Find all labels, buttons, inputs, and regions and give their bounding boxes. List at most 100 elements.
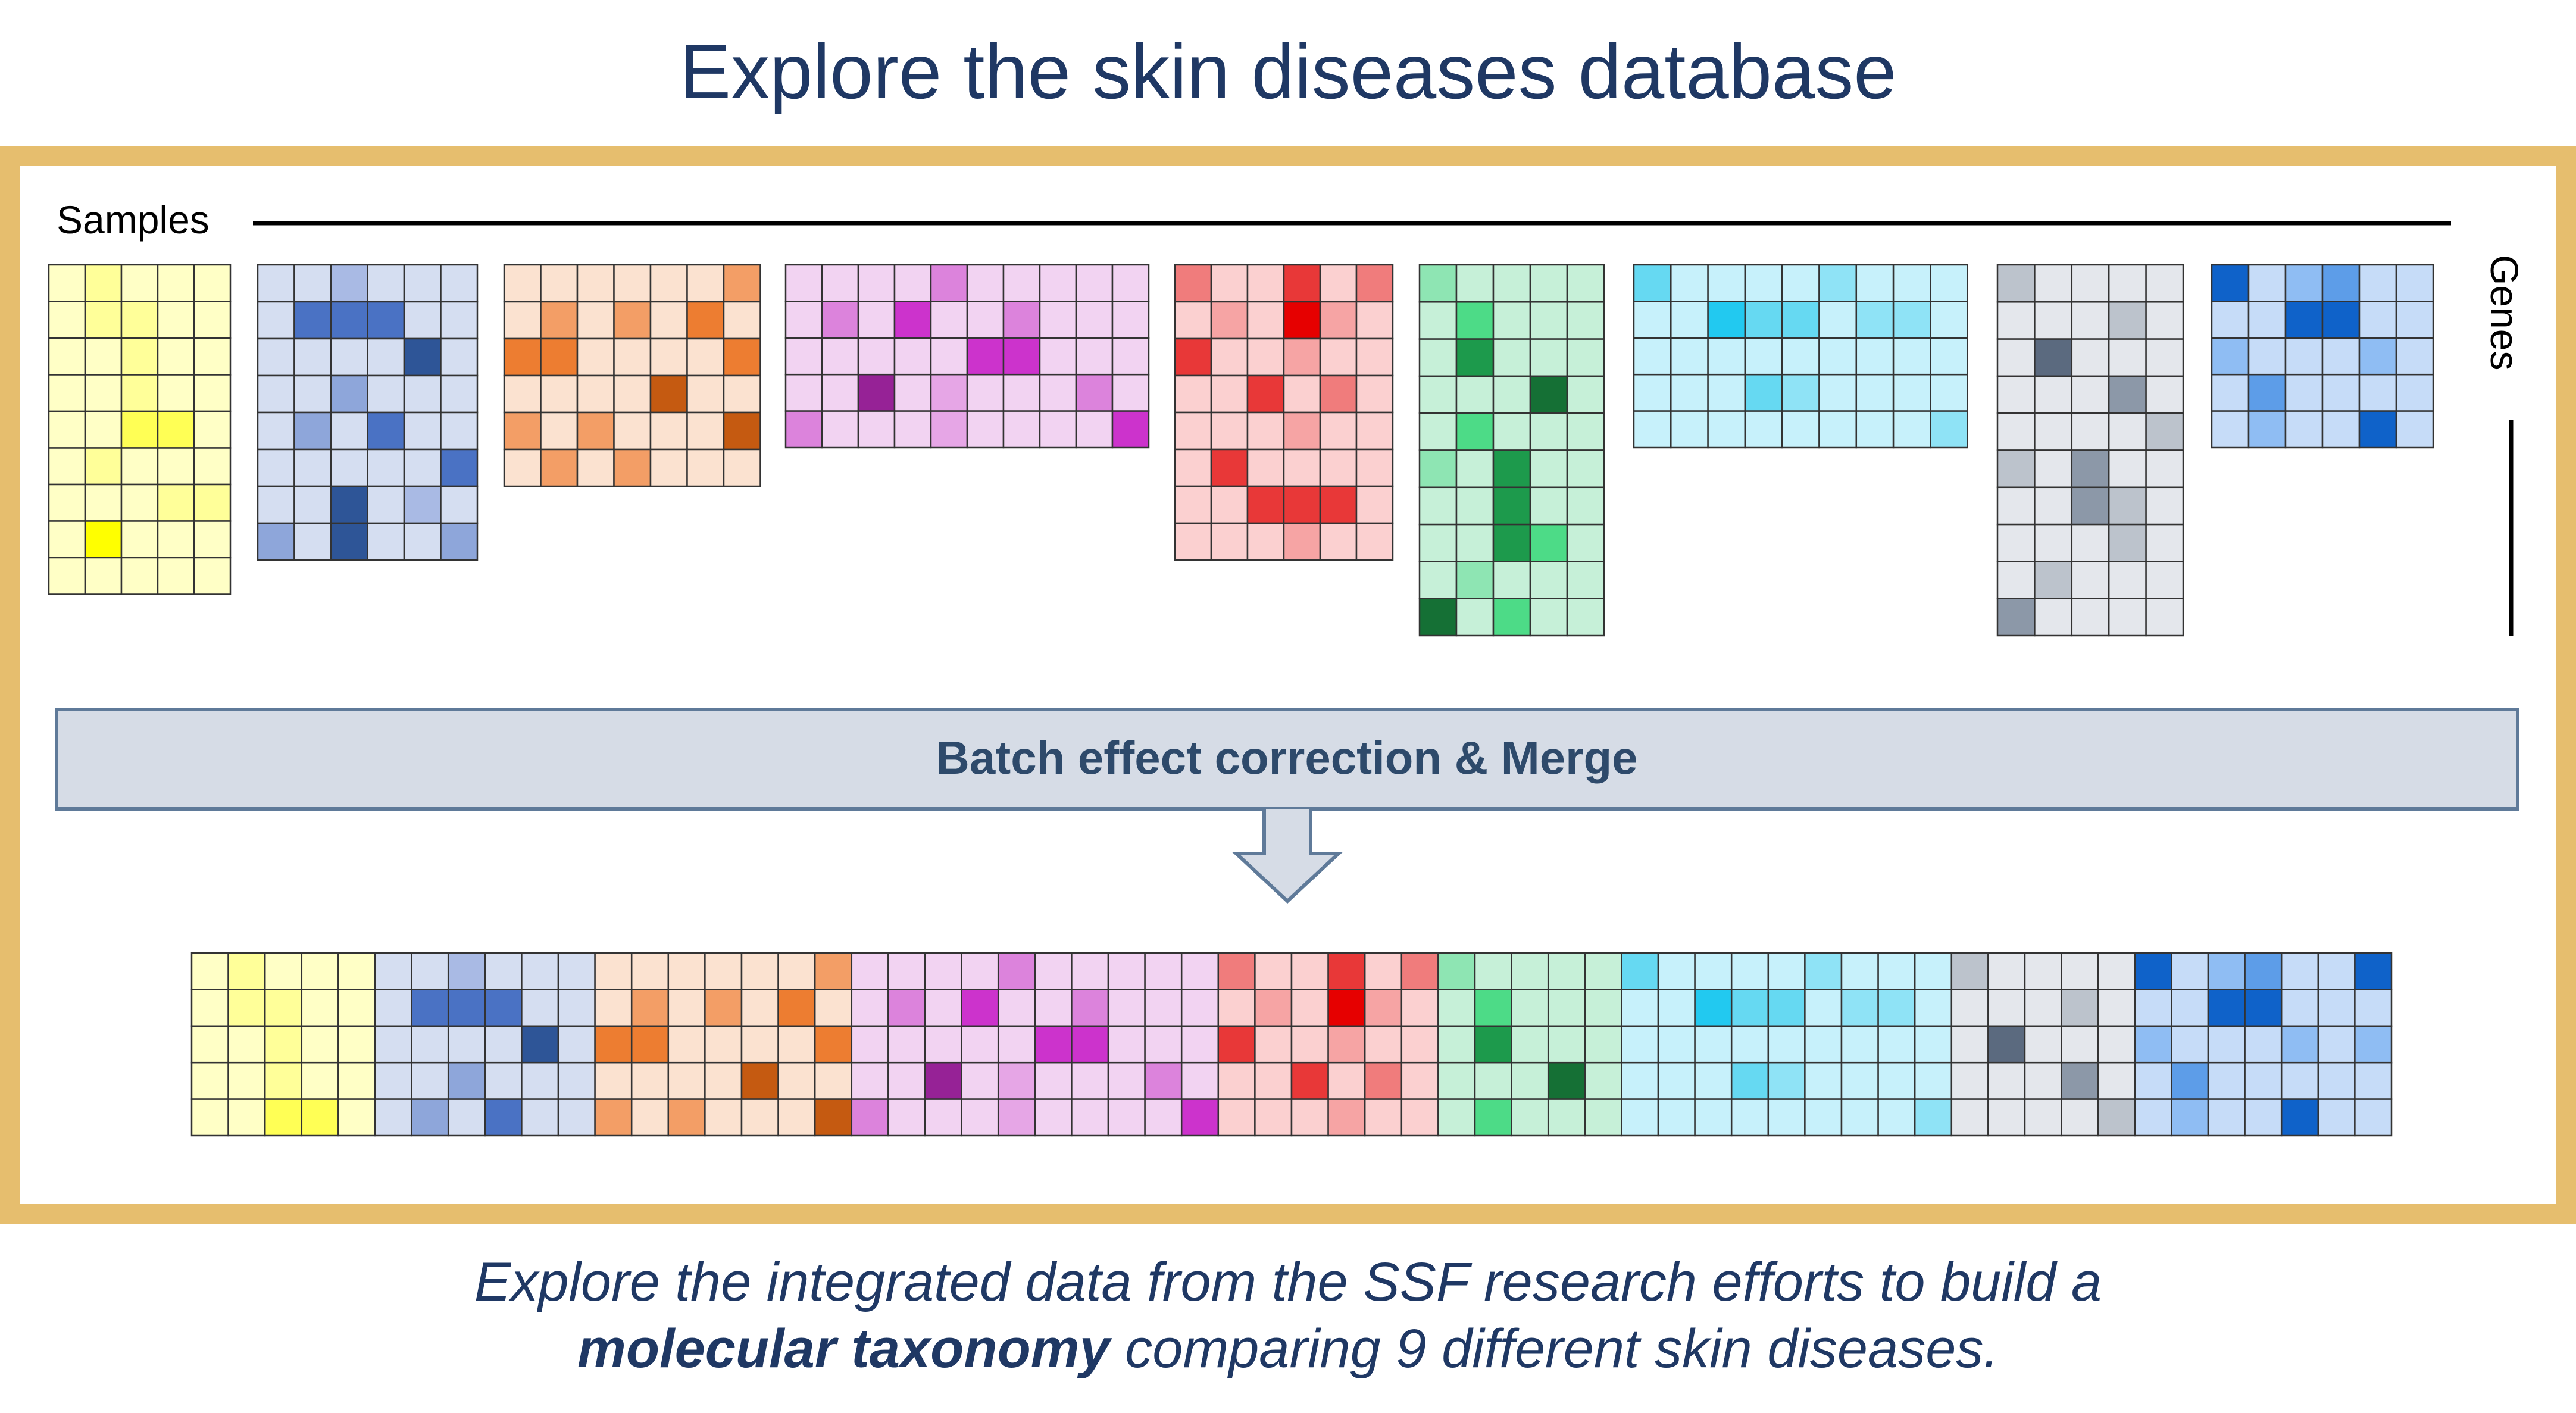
merged-cell xyxy=(557,952,596,990)
merged-cell xyxy=(1071,1061,1109,1100)
merged-cell xyxy=(1584,989,1622,1027)
heatmap-cell xyxy=(2108,598,2147,637)
heatmap-cell xyxy=(1111,264,1150,302)
merged-block-blue xyxy=(374,952,596,1137)
merged-cell xyxy=(1657,1098,1696,1137)
heatmap-cell xyxy=(2284,410,2324,449)
heatmap-cell xyxy=(893,301,932,339)
heatmap-cell xyxy=(503,411,542,451)
heatmap-cell xyxy=(893,264,932,302)
merged-cell xyxy=(301,989,339,1027)
heatmap-cell xyxy=(613,301,652,340)
heatmap-cell xyxy=(2108,301,2147,340)
heatmap-cell xyxy=(1246,264,1285,303)
merged-cell xyxy=(2024,1098,2062,1137)
heatmap-cell xyxy=(1002,410,1041,449)
heatmap-cell xyxy=(893,337,932,376)
heatmap-cell xyxy=(2071,561,2110,599)
merged-cell xyxy=(264,1098,303,1137)
merged-cell xyxy=(1987,1061,2026,1100)
merged-cell xyxy=(1767,989,1806,1027)
merged-cell xyxy=(1034,1098,1073,1137)
heatmap-cell xyxy=(930,410,968,449)
heatmap-cell xyxy=(1818,301,1858,339)
heatmap-cell xyxy=(440,448,479,487)
heatmap-cell xyxy=(1818,373,1858,412)
merged-cell xyxy=(2171,1061,2209,1100)
heatmap-cell xyxy=(1892,301,1931,339)
merged-cell xyxy=(1657,1025,1696,1064)
merged-cell xyxy=(1180,1025,1220,1064)
heatmap-cell xyxy=(2358,337,2397,376)
heatmap-cell xyxy=(367,264,405,303)
heatmap-cell xyxy=(293,485,332,524)
heatmap-cell xyxy=(1455,412,1495,451)
caption-line-1: Explore the integrated data from the SSF… xyxy=(474,1252,2102,1312)
heatmap-cell xyxy=(2108,375,2147,414)
heatmap-cell xyxy=(403,301,442,340)
heatmap-cell xyxy=(1633,410,1672,449)
genes-label: Genes xyxy=(2483,255,2527,370)
merged-cell xyxy=(1437,989,1476,1027)
merged-cell xyxy=(337,952,376,990)
heatmap-cell xyxy=(966,410,1005,449)
heatmap-cell xyxy=(893,410,932,449)
heatmap-cell xyxy=(1566,449,1605,489)
merged-cell xyxy=(1364,1098,1403,1137)
heatmap-cell xyxy=(2071,486,2110,526)
heatmap-cell xyxy=(686,301,725,340)
heatmap-cell xyxy=(293,301,332,340)
merged-cell xyxy=(1914,952,1953,990)
heatmap-cell xyxy=(613,264,652,303)
merged-cell xyxy=(1914,1098,1953,1137)
merged-cell xyxy=(1254,1098,1293,1137)
merged-cell xyxy=(1327,1098,1366,1137)
heatmap-cell xyxy=(821,337,859,376)
heatmap-cell xyxy=(48,301,86,339)
heatmap-cell xyxy=(440,264,479,303)
heatmap-cell xyxy=(1892,373,1931,412)
merged-cell xyxy=(777,1098,816,1137)
heatmap-cell xyxy=(1418,523,1458,562)
merged-cell xyxy=(1950,1098,1989,1137)
heatmap-cell xyxy=(1492,264,1531,303)
merged-cell xyxy=(961,1025,999,1064)
merged-cell xyxy=(740,989,779,1027)
heatmap-cell xyxy=(120,410,159,449)
merged-cell xyxy=(1950,1025,1989,1064)
merged-cell xyxy=(1694,1098,1733,1137)
heatmap-cell xyxy=(193,483,232,522)
merged-cell xyxy=(1877,989,1916,1027)
merged-cell xyxy=(1657,1061,1696,1100)
heatmap-cell xyxy=(1246,522,1285,561)
heatmap-cell xyxy=(1996,301,2036,340)
merged-cell xyxy=(1327,952,1366,990)
merged-cell xyxy=(447,989,486,1027)
heatmap-cell xyxy=(1075,301,1114,339)
merged-cell xyxy=(264,1061,303,1100)
merged-cell xyxy=(1730,989,1770,1027)
heatmap-cell xyxy=(966,264,1005,302)
heatmap-cell xyxy=(330,411,368,451)
merged-cell xyxy=(2244,989,2283,1027)
heatmap-cell xyxy=(193,557,232,595)
heatmap-cell xyxy=(2034,598,2073,637)
heatmap-cell xyxy=(48,264,86,302)
merged-cell xyxy=(2244,1025,2283,1064)
merged-cell xyxy=(337,1025,376,1064)
merged-cell xyxy=(777,1025,816,1064)
merged-cell xyxy=(2134,1025,2172,1064)
heatmap-cell xyxy=(84,374,123,412)
heatmap-cell xyxy=(1039,373,1077,412)
heatmap-cell xyxy=(1744,301,1783,339)
merged-cell xyxy=(2061,989,2099,1027)
heatmap-cell xyxy=(1283,411,1321,451)
heatmap-cell xyxy=(2108,561,2147,599)
heatmap-cell xyxy=(1319,337,1358,377)
heatmap-cell xyxy=(686,448,725,487)
merged-cell xyxy=(1657,952,1696,990)
merged-cell xyxy=(1180,952,1220,990)
heatmap-cell xyxy=(2284,337,2324,376)
heatmap-cell xyxy=(293,522,332,561)
heatmap-cell xyxy=(2211,373,2250,412)
